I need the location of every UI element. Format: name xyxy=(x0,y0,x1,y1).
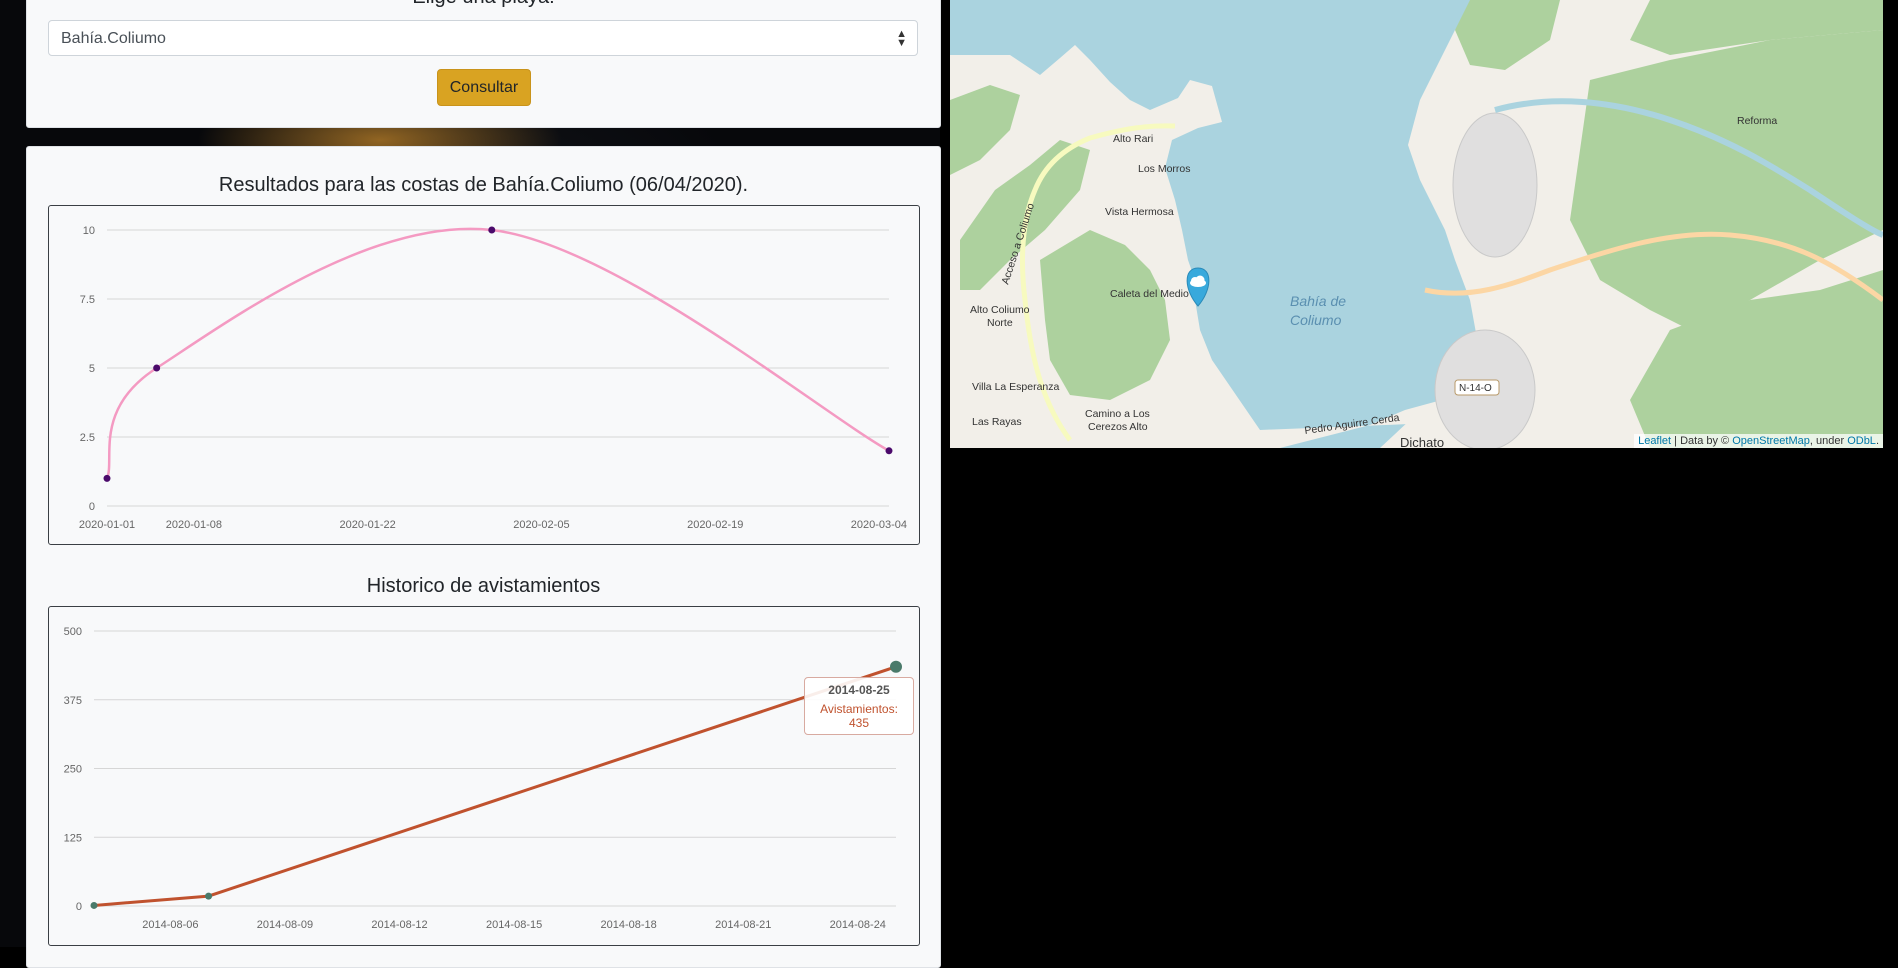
chart1-title: Resultados para las costas de Bahía.Coli… xyxy=(218,174,749,196)
x-tick-label: 2020-01-22 xyxy=(340,519,396,531)
tooltip-date: 2014-08-25 xyxy=(828,683,890,697)
x-tick-label: 2014-08-09 xyxy=(257,919,313,931)
chart2-container: 0 125 250 375 500 2014-08-06 2014-08-09 2014-08… xyxy=(48,606,920,946)
data-point[interactable] xyxy=(488,226,496,234)
x-tick-label: 2014-08-18 xyxy=(601,919,657,931)
chart1-svg: 0 2.5 5 7.5 10 2020-01-01 2020-01-08 2020-01-22… xyxy=(79,225,907,531)
y-tick-label: 250 xyxy=(64,764,82,776)
beach-select-value: Bahía.Coliumo xyxy=(61,30,166,47)
beach-select[interactable]: Bahía.Coliumo ▲ ▼ xyxy=(48,20,918,56)
data-point[interactable] xyxy=(103,474,111,482)
map-road-yellow-3 xyxy=(1022,299,1073,442)
label-reforma: Reforma xyxy=(1737,115,1777,127)
y-tick-label: 0 xyxy=(89,501,95,513)
label-villa-la-esperanza: Villa La Esperanza xyxy=(972,381,1060,393)
label-bahia-1: Bahía de xyxy=(1290,293,1346,309)
data-point[interactable] xyxy=(885,447,893,455)
leaflet-link[interactable]: Leaflet xyxy=(1638,435,1672,447)
y-tick-label: 7.5 xyxy=(80,294,95,306)
chart2-title: Historico de avistamientos xyxy=(366,575,601,597)
tooltip-value: Avistamientos: 435 xyxy=(820,702,898,730)
label-camino-2: Cerezos Alto xyxy=(1088,421,1148,433)
beach-select-label: Elige una playa: xyxy=(27,0,940,9)
osm-link[interactable]: OpenStreetMap xyxy=(1732,435,1810,447)
chart2-svg: 0 125 250 375 500 2014-08-06 2014-08-09 2014-08… xyxy=(64,626,902,931)
map-river xyxy=(1494,98,1883,238)
map-forest-7 xyxy=(1630,0,1883,55)
results-card: Resultados para las costas de Bahía.Coli… xyxy=(26,146,941,968)
map[interactable]: Alto Rari Los Morros Vista Hermosa Calet… xyxy=(950,0,1883,448)
data-point[interactable] xyxy=(205,892,213,900)
label-vista-hermosa: Vista Hermosa xyxy=(1105,206,1174,218)
data-point[interactable] xyxy=(890,660,902,673)
select-arrows-icon: ▲ ▼ xyxy=(896,28,907,49)
map-town-coliumo xyxy=(1452,112,1538,258)
y-tick-label: 375 xyxy=(64,695,82,707)
label-pedro-aguirre-cerda: Pedro Aguirre Cerda xyxy=(1304,412,1401,437)
data-point[interactable] xyxy=(90,901,98,909)
series-line xyxy=(93,665,897,907)
label-camino-1: Camino a Los xyxy=(1085,408,1150,420)
map-tiles: Alto Rari Los Morros Vista Hermosa Calet… xyxy=(950,0,1883,448)
y-tick-label: 5 xyxy=(89,363,95,375)
y-tick-label: 0 xyxy=(76,901,82,913)
y-tick-label: 2.5 xyxy=(80,432,95,444)
label-alto-coliumo-norte: Norte xyxy=(987,317,1013,329)
consultar-button[interactable]: Consultar xyxy=(437,69,531,106)
map-forest-4 xyxy=(1455,0,1560,70)
x-tick-label: 2020-03-04 xyxy=(851,519,907,531)
label-alto-coliumo: Alto Coliumo xyxy=(970,304,1030,316)
label-dichato: Dichato xyxy=(1400,435,1444,448)
label-route: N-14-O xyxy=(1459,383,1492,394)
data-point[interactable] xyxy=(153,364,161,372)
odbl-link[interactable]: ODbL xyxy=(1847,435,1876,447)
x-tick-label: 2020-02-19 xyxy=(687,519,743,531)
x-tick-label: 2020-01-08 xyxy=(166,519,222,531)
x-tick-label: 2020-02-05 xyxy=(513,519,569,531)
map-forest-3 xyxy=(950,85,1020,175)
label-las-rayas: Las Rayas xyxy=(972,416,1022,428)
map-forest-2 xyxy=(1040,230,1170,400)
chart2-tooltip: 2014-08-25 Avistamientos: 435 xyxy=(804,677,914,735)
route-shield xyxy=(1454,379,1500,396)
label-alto-rari: Alto Rari xyxy=(1113,133,1153,145)
y-tick-label: 10 xyxy=(83,225,95,237)
chart1-container: 0 2.5 5 7.5 10 2020-01-01 2020-01-08 2020-01-22… xyxy=(48,205,920,545)
x-tick-label: 2014-08-24 xyxy=(830,919,886,931)
map-road-yellow-2 xyxy=(1424,231,1883,302)
map-road-yellow-1 xyxy=(1020,123,1176,301)
x-tick-label: 2014-08-15 xyxy=(486,919,542,931)
x-tick-label: 2020-01-01 xyxy=(79,519,135,531)
x-tick-label: 2014-08-06 xyxy=(142,919,198,931)
x-tick-label: 2014-08-12 xyxy=(371,919,427,931)
cloud-icon[interactable] xyxy=(1186,267,1210,307)
y-tick-label: 125 xyxy=(64,832,82,844)
beach-selector-card: Elige una playa: Bahía.Coliumo ▲▼ Consul… xyxy=(26,0,941,128)
label-bahia-2: Coliumo xyxy=(1290,312,1342,328)
map-attribution: Leaflet | Data by © OpenStreetMap, under… xyxy=(1634,434,1883,448)
map-forest-6 xyxy=(1630,270,1883,448)
label-los-morros: Los Morros xyxy=(1138,163,1191,175)
y-tick-label: 500 xyxy=(64,626,82,638)
x-tick-label: 2014-08-21 xyxy=(715,919,771,931)
series-line xyxy=(105,227,890,479)
label-caleta-del-medio: Caleta del Medio xyxy=(1110,288,1189,300)
